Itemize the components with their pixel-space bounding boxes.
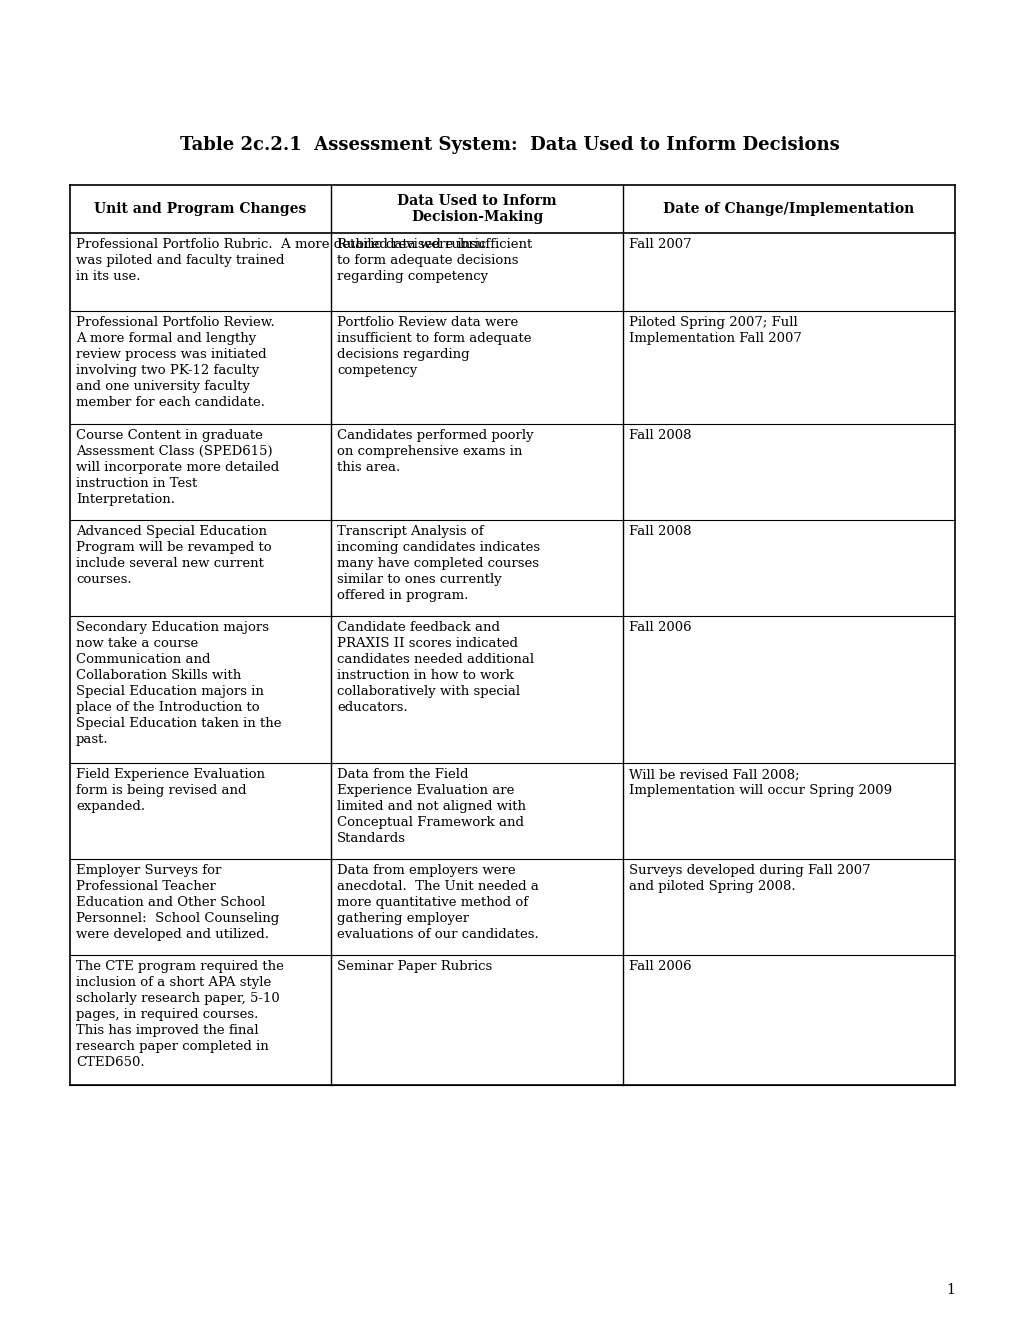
Text: Portfolio Review data were
insufficient to form adequate
decisions regarding
com: Portfolio Review data were insufficient … [336, 317, 531, 378]
Text: Candidates performed poorly
on comprehensive exams in
this area.: Candidates performed poorly on comprehen… [336, 429, 533, 474]
Text: Data Used to Inform
Decision-Making: Data Used to Inform Decision-Making [396, 194, 556, 224]
Text: Data from employers were
anecdotal.  The Unit needed a
more quantitative method : Data from employers were anecdotal. The … [336, 865, 538, 941]
Text: Table 2c.2.1  Assessment System:  Data Used to Inform Decisions: Table 2c.2.1 Assessment System: Data Use… [180, 136, 839, 154]
Text: Unit and Program Changes: Unit and Program Changes [94, 202, 307, 216]
Text: Fall 2006: Fall 2006 [629, 620, 691, 634]
Text: 1: 1 [946, 1283, 954, 1298]
Text: Piloted Spring 2007; Full
Implementation Fall 2007: Piloted Spring 2007; Full Implementation… [629, 317, 801, 346]
Text: Course Content in graduate
Assessment Class (SPED615)
will incorporate more deta: Course Content in graduate Assessment Cl… [76, 429, 279, 507]
Text: Seminar Paper Rubrics: Seminar Paper Rubrics [336, 960, 492, 973]
Text: Transcript Analysis of
incoming candidates indicates
many have completed courses: Transcript Analysis of incoming candidat… [336, 525, 540, 602]
Text: Secondary Education majors
now take a course
Communication and
Collaboration Ski: Secondary Education majors now take a co… [76, 620, 281, 746]
Text: Employer Surveys for
Professional Teacher
Education and Other School
Personnel: : Employer Surveys for Professional Teache… [76, 865, 279, 941]
Text: Fall 2008: Fall 2008 [629, 429, 691, 442]
Text: Data from the Field
Experience Evaluation are
limited and not aligned with
Conce: Data from the Field Experience Evaluatio… [336, 768, 526, 845]
Text: Professional Portfolio Rubric.  A more detailed revised rubric
was piloted and f: Professional Portfolio Rubric. A more de… [76, 238, 486, 282]
Text: Date of Change/Implementation: Date of Change/Implementation [662, 202, 914, 216]
Text: Fall 2008: Fall 2008 [629, 525, 691, 539]
Text: Rubric data were insufficient
to form adequate decisions
regarding competency: Rubric data were insufficient to form ad… [336, 238, 532, 282]
Text: The CTE program required the
inclusion of a short APA style
scholarly research p: The CTE program required the inclusion o… [76, 960, 283, 1069]
Text: Will be revised Fall 2008;
Implementation will occur Spring 2009: Will be revised Fall 2008; Implementatio… [629, 768, 892, 797]
Text: Candidate feedback and
PRAXIS II scores indicated
candidates needed additional
i: Candidate feedback and PRAXIS II scores … [336, 620, 534, 714]
Text: Field Experience Evaluation
form is being revised and
expanded.: Field Experience Evaluation form is bein… [76, 768, 265, 813]
Text: Professional Portfolio Review.
A more formal and lengthy
review process was init: Professional Portfolio Review. A more fo… [76, 317, 274, 409]
Text: Fall 2007: Fall 2007 [629, 238, 691, 251]
Text: Fall 2006: Fall 2006 [629, 960, 691, 973]
Text: Advanced Special Education
Program will be revamped to
include several new curre: Advanced Special Education Program will … [76, 525, 271, 586]
Text: Surveys developed during Fall 2007
and piloted Spring 2008.: Surveys developed during Fall 2007 and p… [629, 865, 870, 894]
